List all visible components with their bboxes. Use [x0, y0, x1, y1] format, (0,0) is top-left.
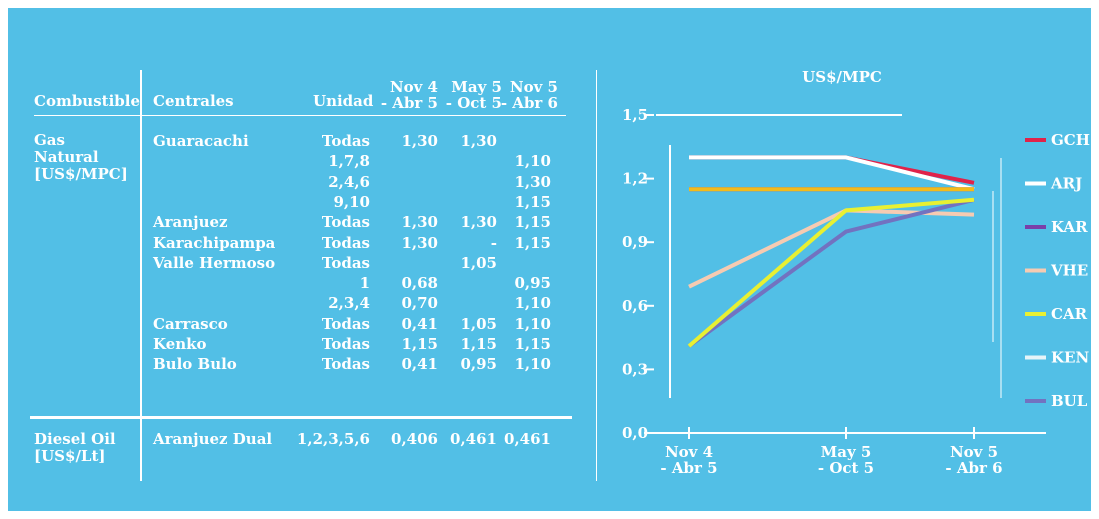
cell-unidad: Todas	[321, 314, 370, 333]
cell-unidad: 1,7,8	[328, 152, 370, 171]
chart-title: US$/MPC	[802, 68, 882, 86]
cell-central: Aranjuez	[153, 213, 228, 232]
cell-period-3: 1,30	[514, 172, 551, 191]
chart-series	[687, 155, 975, 348]
cell-period-1: 1,15	[401, 335, 438, 353]
diesel-central: Aranjuez Dual	[153, 430, 273, 448]
legend-label-vhe: VHE	[1050, 262, 1088, 280]
x-tick-label: May 5	[821, 443, 872, 461]
cell-period-2: 1,30	[460, 132, 497, 150]
cell-central: Bulo Bulo	[153, 355, 237, 374]
cell-central: Valle Hermoso	[153, 253, 276, 272]
cell-unidad: 1	[359, 274, 370, 293]
legend-label-ken: KEN	[1051, 349, 1089, 367]
x-tick-label: - Oct 5	[818, 459, 874, 477]
cell-period-3: 1,15	[514, 192, 551, 211]
series-line-arj	[689, 155, 975, 192]
cell-unidad: 2,3,4	[328, 294, 370, 313]
fuel-label-diesel-2: [US$/Lt]	[34, 447, 106, 465]
header-rule	[34, 115, 566, 116]
cell-unidad: 2,4,6	[328, 172, 370, 191]
header-centrales: Centrales	[153, 92, 234, 110]
section-rule	[30, 416, 572, 419]
y-tick-label: 0,6	[622, 297, 648, 315]
series-line-car	[687, 197, 975, 348]
header-period-1-line1: Nov 4	[389, 78, 438, 96]
cell-period-2: 1,05	[460, 253, 497, 272]
y-tick-label: 0,0	[622, 424, 648, 442]
cell-period-3: 1,10	[514, 294, 551, 313]
legend-label-gch: GCH	[1051, 131, 1090, 149]
header-period-1-line2: - Abr 5	[380, 94, 438, 112]
cell-period-1: 0,41	[401, 355, 438, 374]
x-tick-label: - Abr 6	[945, 459, 1002, 477]
price-line-chart: US$/MPC Nov 4- Abr 5 May 5- Oct 5 Nov 5- A…	[622, 68, 1090, 477]
fuel-label-gas-3: [US$/MPC]	[34, 165, 128, 183]
cell-unidad: Todas	[321, 335, 370, 353]
header-period-3-line1: Nov 5	[509, 78, 558, 96]
cell-period-1: 0,70	[401, 294, 438, 313]
header-period-2-line1: May 5	[451, 78, 502, 96]
panel-divider	[596, 70, 597, 481]
cell-period-3: 1,15	[514, 213, 551, 232]
y-tick-label: 0,3	[622, 360, 648, 378]
fuel-label-diesel-1: Diesel Oil	[34, 430, 116, 448]
cell-unidad: Todas	[321, 132, 370, 150]
cell-central: Guaracachi	[153, 132, 249, 150]
fuel-label-gas-2: Natural	[34, 148, 99, 166]
chart-decor	[656, 114, 1002, 398]
cell-period-2: 1,30	[460, 213, 497, 232]
cell-unidad: Todas	[321, 253, 370, 272]
fuel-label-gas-1: Gas	[34, 131, 65, 149]
cell-period-3: 1,10	[514, 152, 551, 171]
chart-legend: GCH ARJ KAR VHE CAR KEN BUL	[1025, 131, 1090, 410]
cell-unidad: Todas	[321, 213, 370, 232]
diesel-p3: 0,461	[504, 430, 551, 448]
legend-label-car: CAR	[1051, 305, 1088, 323]
header-combustible: Combustible	[34, 92, 141, 110]
y-tick-label: 0,9	[622, 233, 648, 251]
diesel-p2: 0,461	[450, 430, 497, 448]
cell-period-2: 1,05	[460, 314, 497, 333]
header-unidad: Unidad	[313, 92, 374, 110]
cell-central: Karachipampa	[153, 233, 276, 252]
cell-period-3: 1,15	[514, 335, 551, 353]
y-tick-label: 1,5	[622, 106, 648, 124]
cell-period-2: 1,15	[460, 335, 497, 353]
x-tick-label: - Abr 5	[660, 459, 717, 477]
cell-period-3: 1,10	[514, 314, 551, 333]
cell-period-2: -	[490, 233, 497, 252]
header-period-3-line2: - Abr 6	[500, 94, 558, 112]
cell-period-1: 1,30	[401, 233, 438, 252]
legend-label-arj: ARJ	[1050, 175, 1082, 193]
y-tick-label: 1,2	[622, 170, 648, 188]
chart-axes: Nov 4- Abr 5 May 5- Oct 5 Nov 5- Abr 6 1,5 1…	[622, 106, 1046, 477]
cell-unidad: 9,10	[333, 192, 370, 211]
legend-label-kar: KAR	[1051, 218, 1088, 236]
cell-period-2: 0,95	[460, 355, 497, 374]
diesel-unidad: 1,2,3,5,6	[296, 430, 370, 448]
figure-panel: Combustible Centrales Unidad Nov 4 - Abr…	[8, 8, 1091, 511]
diesel-p1: 0,406	[391, 430, 438, 448]
cell-period-3: 0,95	[514, 274, 551, 293]
series-line-bul	[687, 197, 975, 348]
x-tick-label: Nov 4	[665, 443, 713, 461]
cell-period-1: 0,41	[401, 314, 438, 333]
cell-period-3: 1,15	[514, 233, 551, 252]
cell-unidad: Todas	[321, 233, 370, 252]
legend-label-bul: BUL	[1051, 392, 1088, 410]
cell-period-3: 1,10	[514, 355, 551, 374]
x-tick-label: Nov 5	[950, 443, 998, 461]
cell-period-1: 1,30	[401, 132, 438, 150]
cell-period-1: 1,30	[401, 213, 438, 232]
header-period-2-line2: - Oct 5	[445, 94, 502, 112]
cell-central: Kenko	[153, 335, 207, 353]
cell-unidad: Todas	[321, 355, 370, 374]
cell-central: Carrasco	[153, 314, 228, 333]
cell-period-1: 0,68	[401, 274, 438, 293]
column-divider	[140, 70, 142, 481]
